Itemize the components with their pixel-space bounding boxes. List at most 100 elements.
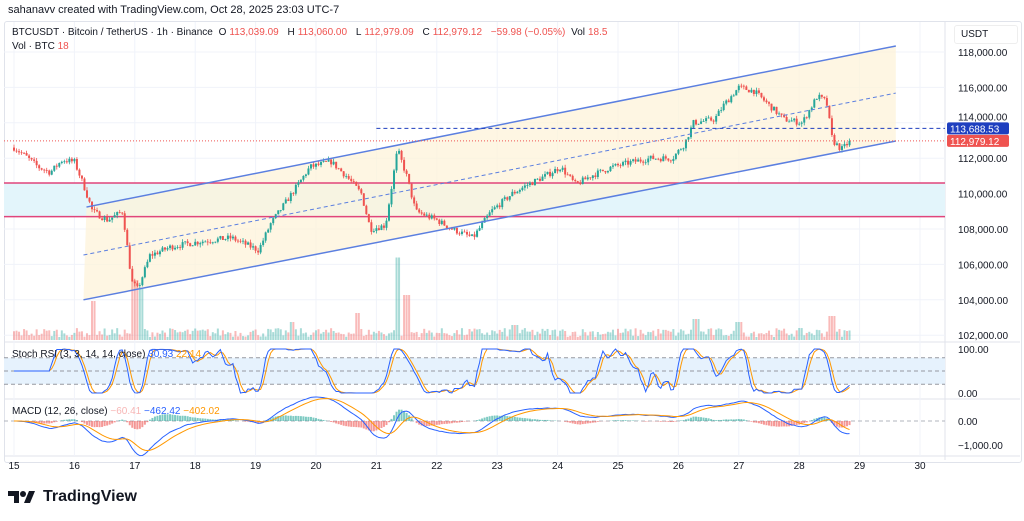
macd-histogram-bar — [508, 416, 511, 421]
volume-bar — [60, 330, 63, 340]
macd-histogram-bar — [272, 417, 275, 421]
candle-body — [481, 222, 484, 229]
tradingview-logo[interactable]: TradingView — [8, 488, 137, 506]
candle-body — [677, 149, 680, 154]
candle-body — [123, 213, 126, 230]
macd-histogram-bar — [315, 418, 317, 421]
volume-bar — [85, 333, 88, 340]
candle-body — [669, 160, 672, 162]
macd-histogram-bar — [481, 418, 484, 421]
volume-bar — [204, 330, 207, 340]
volume-bar — [455, 330, 458, 340]
candle-body — [242, 240, 245, 242]
volume-bar — [546, 328, 549, 340]
macd-histogram-bar — [571, 421, 574, 424]
volume-bar — [609, 332, 612, 340]
channel-lower-line — [83, 140, 896, 301]
macd-histogram-bar — [372, 421, 375, 432]
candle-body — [687, 137, 690, 140]
volume-bar — [586, 335, 589, 340]
macd-histogram-bar — [395, 411, 398, 421]
volume-bar — [835, 331, 838, 340]
macd-histogram-bar — [382, 421, 385, 427]
candle-body — [684, 139, 687, 149]
candle-body — [523, 185, 526, 188]
candle-body — [720, 110, 723, 111]
candle-body — [169, 245, 172, 249]
macd-histogram-bar — [420, 421, 423, 426]
candle-body — [322, 161, 325, 162]
candle-body — [755, 90, 758, 94]
candle-body — [289, 193, 292, 201]
volume-bar — [53, 330, 56, 340]
volume-bar — [63, 333, 66, 340]
candle-body — [372, 230, 375, 232]
vol-value: 18.5 — [587, 27, 608, 38]
candle-body — [15, 150, 18, 152]
candle-body — [813, 99, 816, 108]
volume-bar — [43, 329, 46, 340]
volume-bar — [745, 336, 748, 340]
volume-bar — [476, 329, 479, 340]
volume-bar — [473, 328, 476, 340]
candle-body — [561, 167, 564, 170]
volume-bar — [35, 329, 38, 340]
volume-bar — [710, 328, 713, 340]
candle-body — [430, 215, 433, 219]
open-value: 113,039.09 — [229, 27, 279, 38]
volume-bar — [15, 330, 18, 340]
candle-body — [357, 185, 360, 190]
volume-bar — [617, 328, 619, 340]
candle-body — [387, 204, 390, 221]
macd-histogram-bar — [423, 421, 426, 427]
volume-bar — [287, 332, 290, 340]
volume-bar — [642, 333, 645, 340]
candle-body — [750, 89, 753, 93]
volume-bar — [750, 333, 753, 340]
macd-histogram-bar — [586, 421, 589, 424]
candle-body — [156, 252, 159, 255]
macd-histogram-bar — [450, 421, 453, 424]
candle-body — [133, 281, 136, 284]
macd-histogram-bar — [166, 414, 169, 421]
candle-body — [468, 234, 471, 236]
volume-bar — [350, 333, 353, 340]
volume-bar — [206, 329, 209, 340]
volume-bar — [687, 333, 690, 340]
currency-button[interactable]: USDT — [954, 25, 1018, 44]
volume-bar — [659, 333, 662, 340]
macd-histogram-bar — [569, 421, 572, 423]
volume-bar — [299, 328, 302, 340]
candle-body — [679, 149, 682, 151]
macd-histogram-bar — [75, 420, 78, 421]
candle-body — [176, 247, 179, 248]
last-price-tag — [947, 134, 1009, 147]
x-tick-label: 24 — [552, 461, 564, 472]
macd-histogram-bar — [848, 421, 851, 426]
candle-body — [825, 98, 828, 106]
macd-histogram-bar — [750, 421, 753, 422]
x-tick-label: 21 — [371, 461, 383, 472]
macd-histogram-bar — [818, 417, 821, 421]
candle-body — [146, 261, 149, 268]
volume-bar — [390, 332, 393, 340]
volume-bar — [840, 336, 843, 340]
volume-bar — [793, 336, 796, 340]
volume-bar — [692, 319, 695, 340]
candle-body — [174, 247, 177, 250]
macd-histogram-bar — [91, 421, 94, 427]
volume-bar — [103, 328, 106, 340]
volume-bar — [601, 334, 604, 340]
candle-body — [113, 215, 116, 218]
candle-body — [335, 161, 338, 169]
volume-bar — [450, 336, 453, 340]
candle-body — [760, 92, 763, 98]
symbol-name[interactable]: BTCUSDT · Bitcoin / TetherUS · 1h · Bina… — [12, 27, 213, 38]
volume-bar — [80, 331, 83, 340]
candle-body — [85, 190, 88, 198]
volume-bar — [594, 336, 597, 340]
macd-histogram-bar — [330, 421, 333, 422]
x-tick-label: 15 — [8, 461, 20, 472]
macd-histogram-bar — [700, 417, 703, 421]
